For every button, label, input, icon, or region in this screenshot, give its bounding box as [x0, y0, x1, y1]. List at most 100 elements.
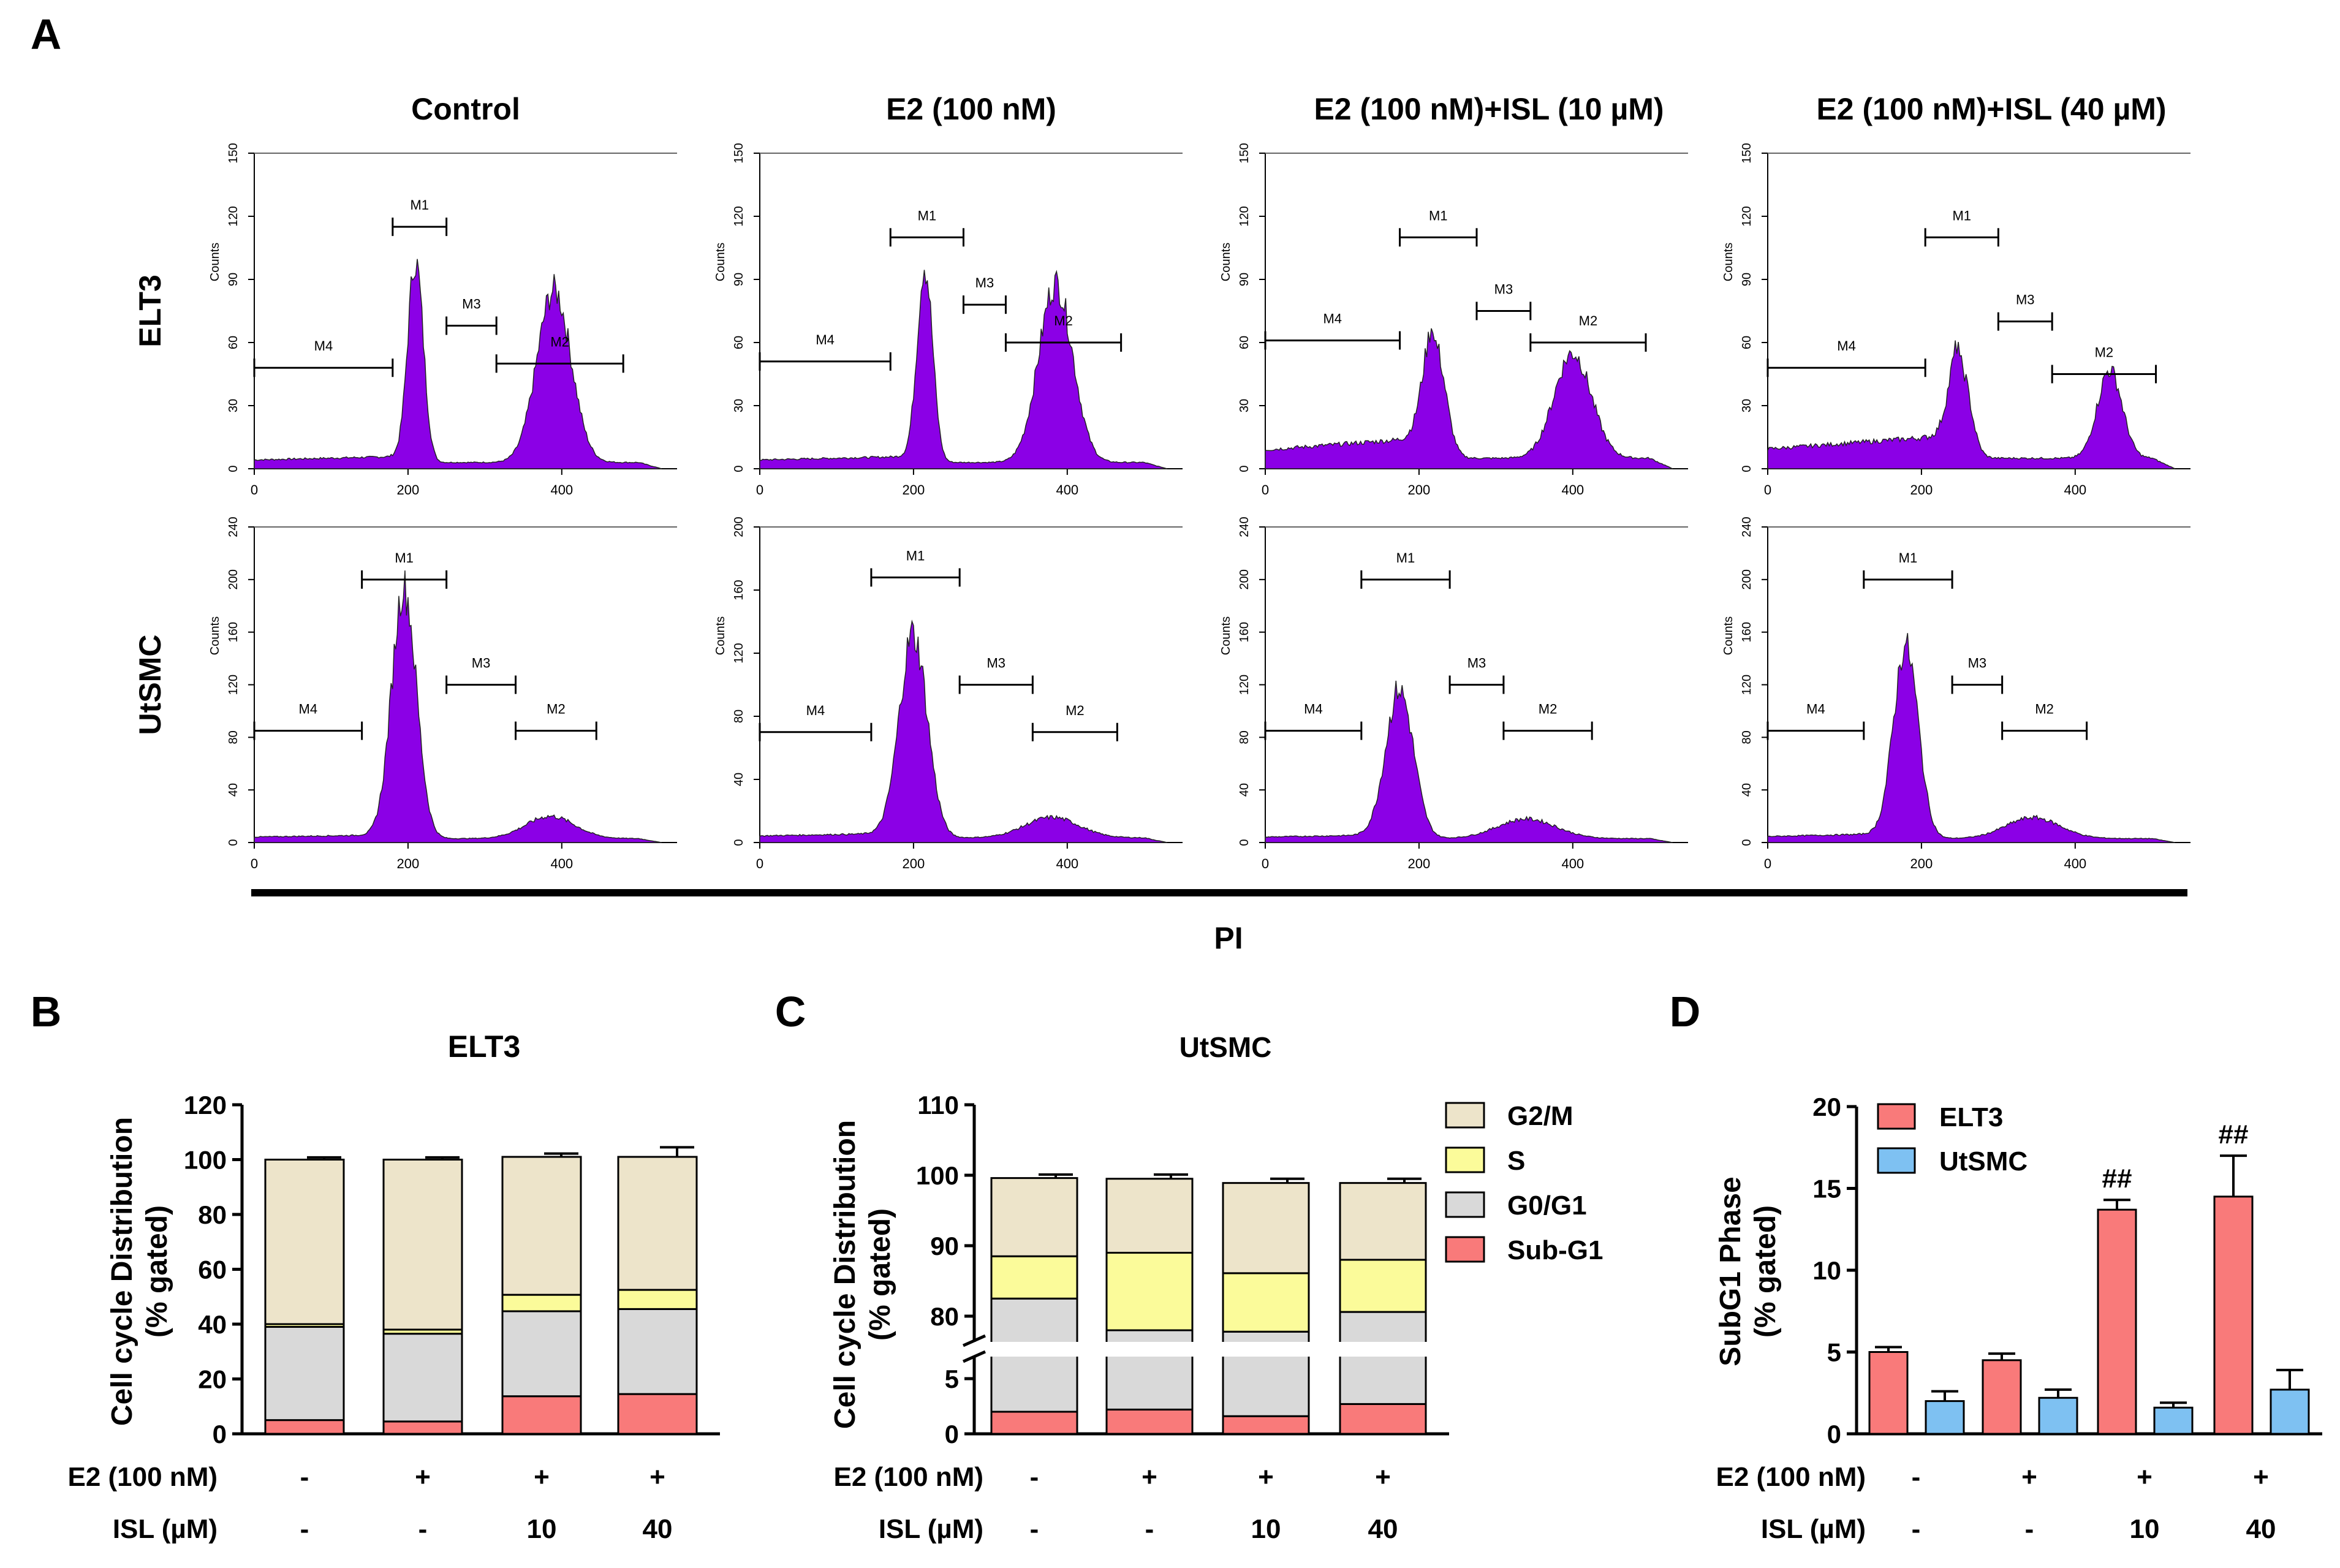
row-label: UtSMC — [133, 635, 167, 735]
condition-title: Control — [411, 92, 520, 126]
x-tick-label: 0 — [1764, 856, 1771, 871]
panel-a: A Control E2 (100 nM) E2 (100 nM)+ISL (10 µ… — [31, 10, 2190, 955]
legend-label: UtSMC — [1939, 1146, 2028, 1176]
bar-subg1 — [617, 1393, 698, 1435]
row-label: ELT3 — [133, 275, 167, 347]
y-tick-label: 30 — [732, 399, 746, 412]
row-label: ISL (µM) — [879, 1514, 983, 1544]
treatment-sign: + — [2021, 1462, 2037, 1492]
panel-letter: B — [31, 988, 62, 1036]
y-tick-label: 150 — [1238, 143, 1251, 163]
y-tick-label: 200 — [732, 517, 746, 537]
y-tick-label: 90 — [732, 273, 746, 286]
y-tick-label: 60 — [1238, 336, 1251, 349]
gate-label: M3 — [462, 297, 481, 312]
significance-mark: ## — [2102, 1164, 2132, 1194]
gate-label: M4 — [806, 703, 825, 718]
treatment-sign: + — [415, 1462, 431, 1492]
bar-utsmc — [2270, 1388, 2310, 1435]
y-tick-label: 240 — [1238, 517, 1251, 537]
bar-g2m — [1339, 1182, 1427, 1261]
bar-s — [617, 1289, 698, 1310]
bar-g2m — [264, 1159, 345, 1325]
bar-g2m — [501, 1156, 582, 1296]
panel-c: C UtSMC Cell cycle Distribution (% gated) 0 5… — [775, 988, 1604, 1544]
y-tick-label: 120 — [227, 206, 240, 226]
treatment-value: 40 — [2246, 1514, 2276, 1544]
histogram — [254, 570, 662, 843]
y-tick-label: 90 — [227, 273, 240, 286]
gate-label: M2 — [1539, 702, 1558, 717]
panel-b: B ELT3 Cell cycle Distribution (% gated) 0 20… — [31, 988, 720, 1544]
y-axis-label: (% gated) — [141, 1205, 173, 1338]
x-tick-label: 200 — [1408, 856, 1431, 871]
gate-label: M2 — [1579, 313, 1598, 328]
x-axis-title: PI — [1214, 921, 1243, 955]
gate-label: M4 — [314, 338, 333, 354]
y-tick-label: 0 — [227, 465, 240, 472]
y-axis-label: (% gated) — [864, 1208, 896, 1341]
y-tick-label: 120 — [1740, 675, 1754, 695]
treatment-sign: - — [300, 1462, 309, 1492]
y-tick-label: 30 — [1740, 399, 1754, 412]
y-tick-label: 120 — [1238, 675, 1251, 695]
y-axis-label: Counts — [1219, 243, 1233, 281]
treatment-value: - — [1145, 1514, 1154, 1544]
bar-g2m — [1105, 1178, 1194, 1254]
y-tick-label: 240 — [227, 517, 240, 537]
y-axis-label: Counts — [1722, 243, 1735, 281]
x-tick-label: 200 — [1910, 482, 1933, 498]
panel-letter: D — [1670, 988, 1701, 1036]
y-tick-label: 80 — [227, 730, 240, 744]
bar-s — [1105, 1252, 1194, 1331]
axis-break-gap — [956, 1342, 1464, 1357]
treatment-sign: + — [2137, 1462, 2153, 1492]
y-tick-label: 40 — [732, 773, 746, 786]
significance-mark: ## — [2219, 1119, 2249, 1149]
y-tick-label: 0 — [227, 839, 240, 846]
y-tick-label: 240 — [1740, 517, 1754, 537]
y-tick-label: 160 — [227, 622, 240, 642]
y-tick-label: 0 — [732, 465, 746, 472]
bar-s — [990, 1255, 1078, 1300]
condition-title: E2 (100 nM)+ISL (40 µM) — [1816, 92, 2166, 126]
row-label: ISL (µM) — [113, 1514, 218, 1544]
treatment-sign: + — [2253, 1462, 2269, 1492]
legend-swatch — [1877, 1147, 1916, 1174]
gate-label: M2 — [550, 334, 569, 349]
y-tick-label: 0 — [1827, 1420, 1841, 1449]
y-tick-label: 120 — [732, 206, 746, 226]
y-tick-label: 120 — [732, 643, 746, 663]
bar-g2m — [1222, 1182, 1310, 1274]
x-tick-label: 0 — [756, 856, 763, 871]
y-tick-label: 90 — [930, 1232, 959, 1260]
y-tick-label: 120 — [1740, 206, 1754, 226]
legend-label: G0/G1 — [1507, 1191, 1587, 1221]
x-tick-label: 0 — [1262, 482, 1269, 498]
x-tick-label: 0 — [1262, 856, 1269, 871]
x-tick-label: 400 — [550, 856, 573, 871]
bar-g2m — [990, 1177, 1078, 1257]
y-axis-label: Counts — [1722, 616, 1735, 655]
bar-subg1 — [382, 1420, 463, 1435]
x-tick-label: 200 — [903, 856, 925, 871]
y-tick-label: 5 — [945, 1365, 959, 1393]
y-tick-label: 100 — [916, 1161, 959, 1190]
y-tick-label: 120 — [227, 675, 240, 695]
x-tick-label: 200 — [397, 856, 420, 871]
x-tick-label: 400 — [1056, 482, 1078, 498]
treatment-sign: - — [1030, 1462, 1039, 1492]
bar-s — [1339, 1259, 1427, 1313]
gate-label: M1 — [410, 197, 429, 213]
y-axis-label: Cell cycle Distribution — [829, 1120, 861, 1429]
gate-label: M1 — [1899, 550, 1918, 566]
y-tick-label: 60 — [227, 336, 240, 349]
y-tick-label: 0 — [1740, 839, 1754, 846]
gate-label: M4 — [1837, 338, 1856, 354]
y-tick-label: 150 — [1740, 143, 1754, 163]
y-tick-label: 30 — [1238, 399, 1251, 412]
bar-subg1 — [1222, 1415, 1310, 1435]
x-tick-label: 400 — [1056, 856, 1078, 871]
y-axis-label: (% gated) — [1749, 1205, 1782, 1338]
bar-elt3 — [1982, 1359, 2022, 1435]
